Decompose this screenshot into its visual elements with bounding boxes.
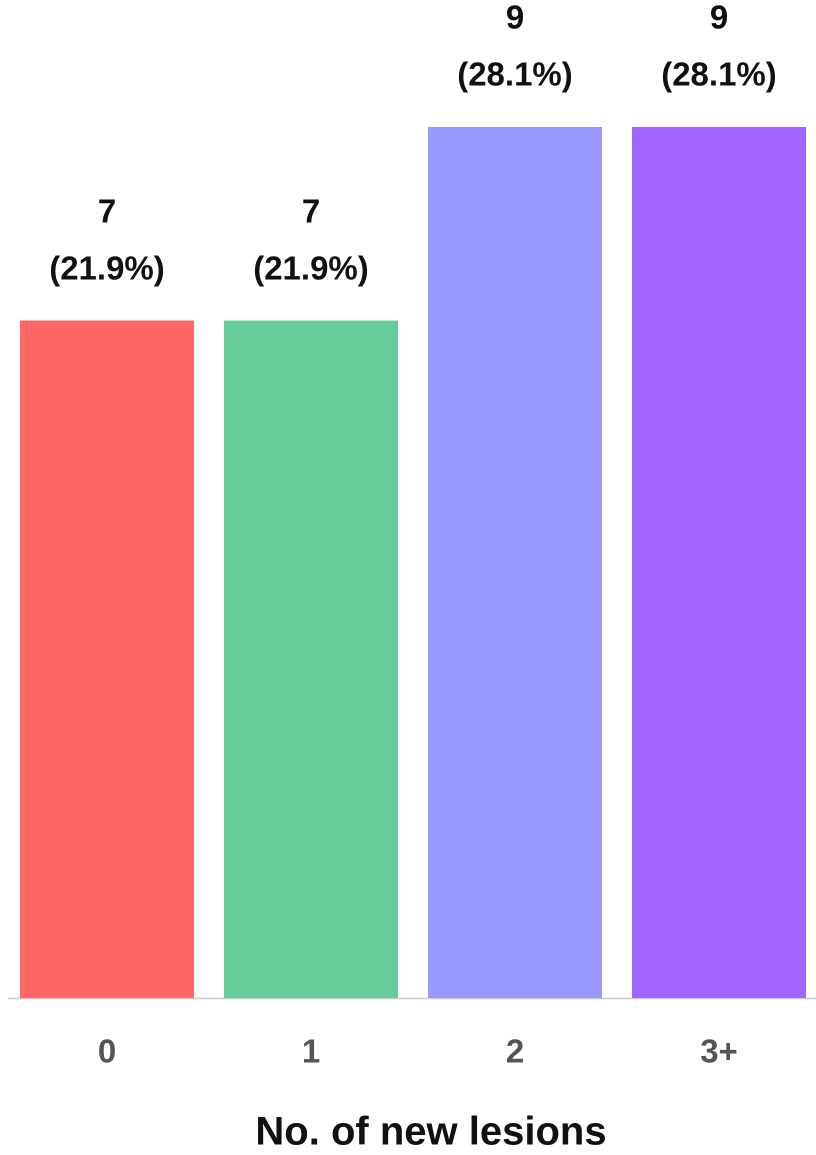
x-tick-label: 1 [302, 1033, 320, 1070]
value-label: 7 [302, 192, 320, 229]
percent-label: (28.1%) [661, 56, 777, 93]
x-tick-label: 3+ [700, 1033, 738, 1070]
bar [428, 127, 602, 998]
value-label: 7 [98, 192, 116, 229]
x-tick-label: 2 [506, 1033, 524, 1070]
percent-label: (28.1%) [457, 56, 573, 93]
x-tick-label: 0 [98, 1033, 116, 1070]
value-label: 9 [710, 0, 728, 36]
bar [224, 320, 398, 998]
bar [20, 320, 194, 998]
x-axis-label: No. of new lesions [255, 1110, 606, 1154]
value-label: 9 [506, 0, 524, 36]
percent-label: (21.9%) [49, 249, 165, 286]
percent-label: (21.9%) [253, 249, 369, 286]
bar [632, 127, 806, 998]
